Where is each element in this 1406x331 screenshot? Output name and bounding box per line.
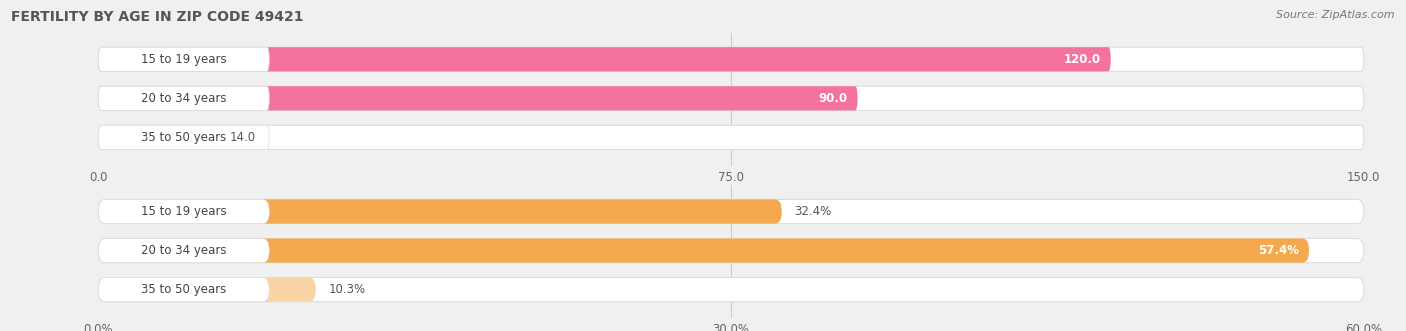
FancyBboxPatch shape [98, 199, 270, 224]
Text: 120.0: 120.0 [1063, 53, 1101, 66]
FancyBboxPatch shape [98, 86, 1364, 111]
Text: FERTILITY BY AGE IN ZIP CODE 49421: FERTILITY BY AGE IN ZIP CODE 49421 [11, 10, 304, 24]
FancyBboxPatch shape [98, 238, 270, 263]
FancyBboxPatch shape [98, 125, 270, 150]
FancyBboxPatch shape [98, 277, 1364, 302]
Text: 20 to 34 years: 20 to 34 years [141, 244, 226, 257]
FancyBboxPatch shape [98, 277, 315, 302]
FancyBboxPatch shape [98, 277, 270, 302]
FancyBboxPatch shape [98, 47, 1111, 71]
FancyBboxPatch shape [98, 238, 1309, 263]
FancyBboxPatch shape [98, 199, 1364, 224]
Text: 57.4%: 57.4% [1258, 244, 1299, 257]
Text: 14.0: 14.0 [229, 131, 256, 144]
FancyBboxPatch shape [98, 86, 858, 111]
FancyBboxPatch shape [98, 47, 1364, 71]
FancyBboxPatch shape [98, 125, 217, 150]
Text: 10.3%: 10.3% [329, 283, 366, 296]
Text: 35 to 50 years: 35 to 50 years [141, 131, 226, 144]
Text: 35 to 50 years: 35 to 50 years [141, 283, 226, 296]
FancyBboxPatch shape [98, 47, 270, 71]
Text: 32.4%: 32.4% [794, 205, 831, 218]
FancyBboxPatch shape [98, 199, 782, 224]
Text: Source: ZipAtlas.com: Source: ZipAtlas.com [1277, 10, 1395, 20]
FancyBboxPatch shape [98, 86, 270, 111]
FancyBboxPatch shape [98, 238, 1364, 263]
FancyBboxPatch shape [98, 125, 1364, 150]
Text: 15 to 19 years: 15 to 19 years [141, 53, 226, 66]
Text: 20 to 34 years: 20 to 34 years [141, 92, 226, 105]
Text: 90.0: 90.0 [818, 92, 848, 105]
Text: 15 to 19 years: 15 to 19 years [141, 205, 226, 218]
